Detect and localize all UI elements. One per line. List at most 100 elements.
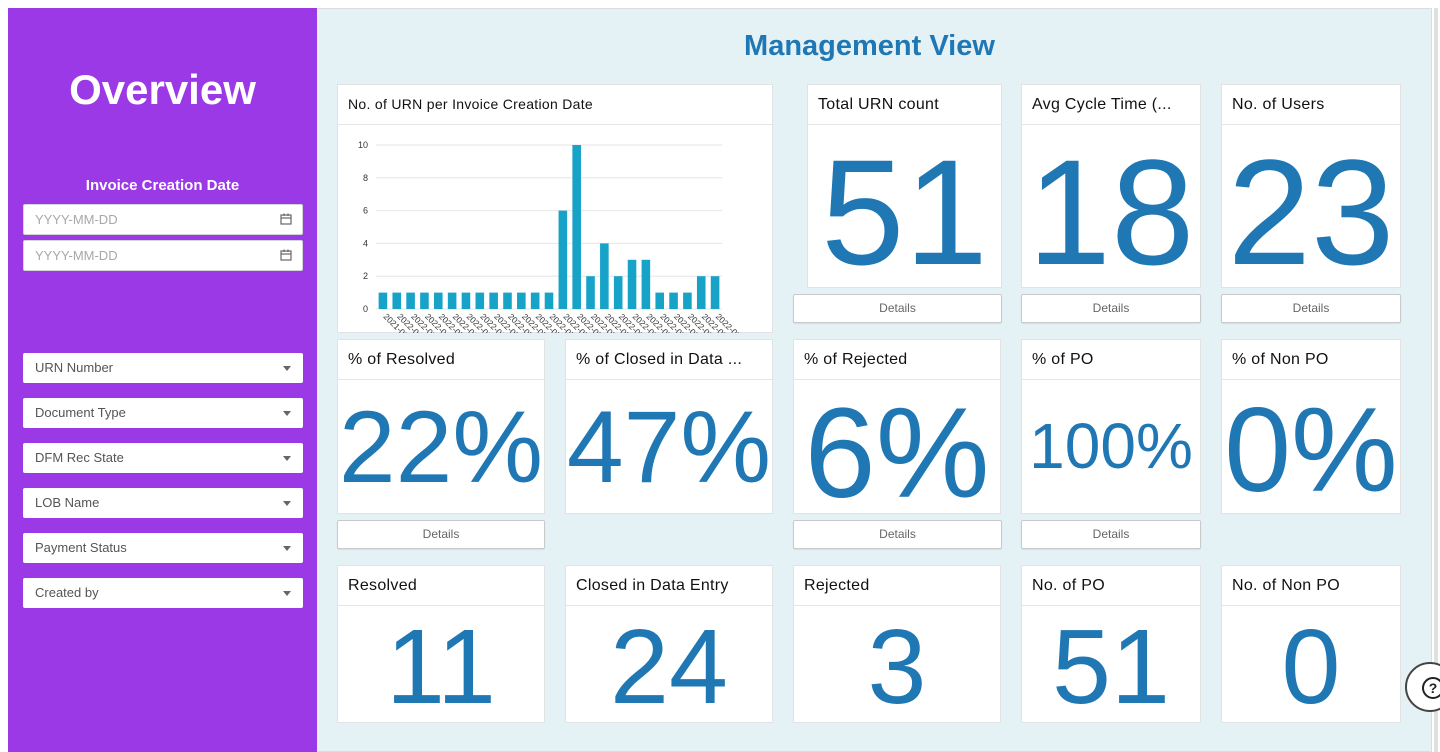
kpi-value: 51 bbox=[821, 128, 988, 296]
avg-cycle-time-card: Avg Cycle Time (... 18 bbox=[1021, 84, 1201, 288]
bar[interactable] bbox=[406, 292, 415, 309]
resolved-card: Resolved 11 bbox=[337, 565, 545, 723]
card-title: Avg Cycle Time (... bbox=[1022, 85, 1200, 125]
bar[interactable] bbox=[530, 292, 540, 309]
chevron-down-icon bbox=[283, 456, 291, 461]
avg-cycle-details-button[interactable]: Details bbox=[1021, 294, 1201, 323]
bar[interactable] bbox=[641, 259, 651, 309]
y-tick-label: 4 bbox=[363, 238, 368, 248]
chevron-down-icon bbox=[283, 411, 291, 416]
bar[interactable] bbox=[475, 292, 485, 309]
dropdown-label: Document Type bbox=[35, 405, 126, 420]
date-from-input[interactable] bbox=[24, 205, 264, 234]
bar[interactable] bbox=[517, 292, 526, 309]
kpi-value: 22% bbox=[338, 390, 544, 504]
bar[interactable] bbox=[669, 292, 678, 309]
bar[interactable] bbox=[392, 292, 402, 309]
kpi-value: 0 bbox=[1281, 608, 1341, 726]
kpi-value: 51 bbox=[1052, 608, 1170, 726]
urn-number-dropdown[interactable]: URN Number bbox=[23, 353, 303, 383]
bar[interactable] bbox=[433, 292, 443, 309]
y-tick-label: 6 bbox=[363, 206, 368, 216]
card-title: % of Resolved bbox=[338, 340, 544, 380]
dropdown-label: Created by bbox=[35, 585, 99, 600]
y-tick-label: 0 bbox=[363, 304, 368, 314]
bar[interactable] bbox=[655, 292, 665, 309]
pct-resolved-details-button[interactable]: Details bbox=[337, 520, 545, 549]
calendar-icon[interactable] bbox=[280, 213, 292, 225]
po-card: No. of PO 51 bbox=[1021, 565, 1201, 723]
bar[interactable] bbox=[613, 276, 623, 309]
pct-po-card: % of PO 100% bbox=[1021, 339, 1201, 514]
bar[interactable] bbox=[544, 292, 554, 309]
kpi-value: 24 bbox=[610, 608, 728, 726]
bar[interactable] bbox=[683, 292, 692, 309]
card-title: % of Non PO bbox=[1222, 340, 1400, 380]
urn-per-date-chart-card: No. of URN per Invoice Creation Date 0 2 4… bbox=[337, 84, 773, 333]
bar[interactable] bbox=[696, 276, 706, 309]
dropdown-label: Payment Status bbox=[35, 540, 127, 555]
closed-card: Closed in Data Entry 24 bbox=[565, 565, 773, 723]
help-icon: ? bbox=[1422, 677, 1440, 699]
scrollbar[interactable] bbox=[1434, 8, 1438, 752]
bar[interactable] bbox=[572, 145, 581, 309]
pct-rejected-details-button[interactable]: Details bbox=[793, 520, 1002, 549]
bar[interactable] bbox=[600, 243, 609, 309]
pct-non-po-card: % of Non PO 0% bbox=[1221, 339, 1401, 514]
kpi-value: 100% bbox=[1029, 410, 1193, 482]
invoice-date-label: Invoice Creation Date bbox=[85, 177, 240, 194]
users-card: No. of Users 23 bbox=[1221, 84, 1401, 288]
users-details-button[interactable]: Details bbox=[1221, 294, 1401, 323]
page-title: Management View bbox=[744, 30, 995, 62]
chart-title: No. of URN per Invoice Creation Date bbox=[338, 85, 772, 125]
lob-name-dropdown[interactable]: LOB Name bbox=[23, 488, 303, 518]
rejected-card: Rejected 3 bbox=[793, 565, 1001, 723]
payment-status-dropdown[interactable]: Payment Status bbox=[23, 533, 303, 563]
card-title: No. of Non PO bbox=[1222, 566, 1400, 606]
created-by-dropdown[interactable]: Created by bbox=[23, 578, 303, 608]
total-urn-card: Total URN count 51 bbox=[807, 84, 1002, 288]
dropdown-label: LOB Name bbox=[35, 495, 100, 510]
kpi-value: 3 bbox=[867, 608, 927, 726]
bar[interactable] bbox=[378, 292, 388, 309]
card-title: % of Rejected bbox=[794, 340, 1000, 380]
bar[interactable] bbox=[420, 292, 429, 309]
card-title: Resolved bbox=[338, 566, 544, 606]
bar[interactable] bbox=[503, 292, 512, 309]
card-title: Total URN count bbox=[808, 85, 1001, 125]
non-po-card: No. of Non PO 0 bbox=[1221, 565, 1401, 723]
chevron-down-icon bbox=[283, 546, 291, 551]
y-tick-label: 8 bbox=[363, 173, 368, 183]
bar[interactable] bbox=[586, 276, 595, 309]
sidebar-title: Overview bbox=[69, 66, 256, 113]
chevron-down-icon bbox=[283, 366, 291, 371]
bar[interactable] bbox=[447, 292, 457, 309]
kpi-value: 11 bbox=[385, 608, 497, 726]
date-to-input[interactable] bbox=[24, 241, 264, 270]
kpi-value: 18 bbox=[1027, 128, 1195, 296]
chevron-down-icon bbox=[283, 501, 291, 506]
card-title: % of Closed in Data ... bbox=[566, 340, 772, 380]
dropdown-label: URN Number bbox=[35, 360, 114, 375]
bar[interactable] bbox=[489, 292, 498, 309]
pct-closed-card: % of Closed in Data ... 47% bbox=[565, 339, 773, 514]
bar[interactable] bbox=[627, 259, 637, 309]
dfm-rec-state-dropdown[interactable]: DFM Rec State bbox=[23, 443, 303, 473]
bar[interactable] bbox=[461, 292, 471, 309]
date-to-field[interactable] bbox=[23, 240, 303, 271]
pct-po-details-button[interactable]: Details bbox=[1021, 520, 1201, 549]
document-type-dropdown[interactable]: Document Type bbox=[23, 398, 303, 428]
calendar-icon[interactable] bbox=[280, 249, 292, 261]
card-title: Rejected bbox=[794, 566, 1000, 606]
kpi-value: 6% bbox=[804, 382, 990, 525]
total-urn-details-button[interactable]: Details bbox=[793, 294, 1002, 323]
bar[interactable] bbox=[558, 210, 568, 309]
bar-chart: 02468102021-09-262022-01-142022-02-22202… bbox=[358, 140, 752, 333]
card-title: % of PO bbox=[1022, 340, 1200, 380]
card-title: Closed in Data Entry bbox=[566, 566, 772, 606]
y-tick-label: 2 bbox=[363, 271, 368, 281]
date-from-field[interactable] bbox=[23, 204, 303, 235]
bar[interactable] bbox=[710, 276, 720, 309]
help-button[interactable]: ? bbox=[1405, 662, 1440, 712]
pct-resolved-card: % of Resolved 22% bbox=[337, 339, 545, 514]
